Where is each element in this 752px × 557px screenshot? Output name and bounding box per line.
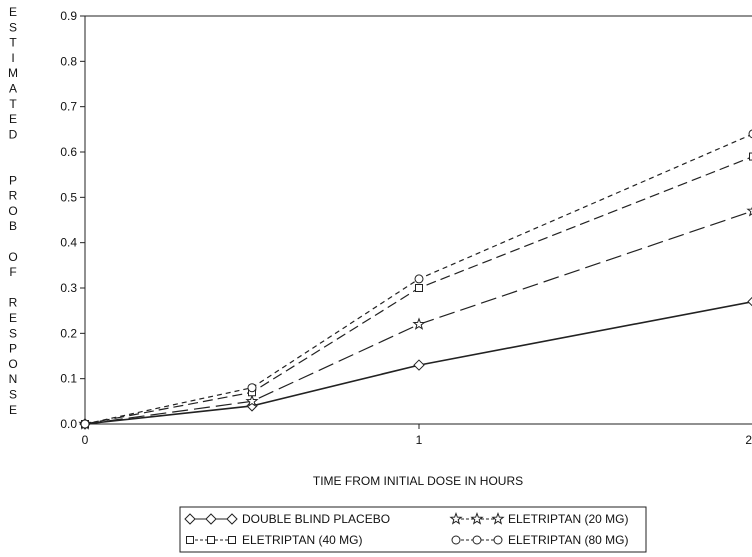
y-tick-label: 0.9 — [60, 9, 77, 23]
y-axis-title-letter: A — [9, 82, 17, 96]
legend-marker — [491, 512, 505, 525]
x-tick-label: 2 — [745, 433, 752, 447]
y-axis-title-letter: E — [9, 403, 17, 417]
data-point — [749, 152, 752, 161]
data-point — [412, 317, 426, 330]
x-axis: 0 1 2 — [82, 424, 752, 447]
data-point — [413, 359, 425, 371]
series-layer — [78, 129, 752, 430]
y-axis-title-letter: E — [9, 5, 17, 19]
data-point — [746, 206, 752, 217]
y-tick-label: 0.2 — [60, 326, 77, 340]
y-axis-title-letter: D — [9, 127, 18, 141]
legend-item: ELETRIPTAN (40 MG) — [186, 533, 362, 547]
y-axis-title-letter: P — [9, 342, 17, 356]
x-tick-label: 0 — [82, 433, 89, 447]
y-tick-label: 0.4 — [60, 236, 77, 250]
legend-marker — [226, 513, 238, 525]
y-axis-title-letter: S — [9, 326, 17, 340]
legend-marker — [472, 535, 482, 545]
y-axis-title-letter: T — [9, 97, 17, 111]
legend-marker — [449, 512, 463, 525]
series-star — [78, 206, 752, 430]
y-axis-title-letter: R — [9, 296, 18, 310]
series-circle — [80, 129, 752, 429]
legend-marker — [228, 536, 236, 544]
legend-label: ELETRIPTAN (80 MG) — [508, 533, 628, 547]
data-point — [748, 129, 752, 139]
y-tick-label: 0.0 — [60, 417, 77, 431]
legend-marker — [186, 536, 194, 544]
y-axis-title-letter: T — [9, 36, 17, 50]
y-axis-title-letter: F — [9, 265, 16, 279]
series-diamond — [79, 296, 752, 430]
series-line — [84, 300, 752, 425]
x-axis-title: TIME FROM INITIAL DOSE IN HOURS — [313, 474, 523, 488]
legend-box — [179, 506, 647, 553]
legend-marker — [493, 535, 503, 545]
y-axis-title-letter: B — [9, 219, 17, 233]
y-axis-title-letter: O — [8, 250, 17, 264]
legend-marker — [184, 513, 196, 525]
x-tick-label: 1 — [416, 433, 423, 447]
series-line — [84, 156, 752, 425]
y-axis-title-letter: N — [9, 372, 18, 386]
y-tick-label: 0.8 — [60, 54, 77, 68]
y-axis-title-letter: R — [9, 189, 18, 203]
series-square — [81, 152, 752, 428]
y-axis: 0.0 0.1 0.2 0.3 0.4 0.5 0.6 0.7 0.8 0.9 — [60, 9, 85, 431]
legend-label: ELETRIPTAN (20 MG) — [508, 512, 628, 526]
data-point — [415, 284, 423, 292]
data-point — [247, 383, 257, 393]
legend-item: ELETRIPTAN (20 MG) — [449, 512, 628, 526]
legend-marker — [470, 512, 484, 525]
y-axis-title-letter: E — [9, 112, 17, 126]
y-tick-label: 0.7 — [60, 100, 77, 114]
data-point — [245, 394, 259, 407]
y-tick-label: 0.5 — [60, 190, 77, 204]
data-point — [80, 419, 90, 429]
y-tick-label: 0.1 — [60, 372, 77, 386]
legend: DOUBLE BLIND PLACEBO ELETRIPTAN (20 MG) EL… — [179, 506, 647, 553]
y-tick-label: 0.3 — [60, 281, 77, 295]
y-axis-title-letter: E — [9, 311, 17, 325]
y-axis-title-letter: P — [9, 173, 17, 187]
y-axis-title-letter: I — [11, 51, 14, 65]
legend-item: ELETRIPTAN (80 MG) — [451, 533, 628, 547]
y-axis-title-letter: S — [9, 20, 17, 34]
legend-item: DOUBLE BLIND PLACEBO — [184, 512, 390, 526]
series-line — [84, 210, 752, 425]
y-axis-title-letter: S — [9, 388, 17, 402]
legend-label: DOUBLE BLIND PLACEBO — [242, 512, 390, 526]
y-tick-label: 0.6 — [60, 145, 77, 159]
data-point — [414, 274, 424, 284]
y-axis-title-letter: M — [8, 66, 18, 80]
y-axis-title-letter: O — [8, 204, 17, 218]
legend-label: ELETRIPTAN (40 MG) — [242, 533, 362, 547]
legend-marker — [207, 536, 215, 544]
y-axis-title-letter: O — [8, 357, 17, 371]
legend-marker — [205, 513, 217, 525]
series-line — [84, 133, 752, 425]
legend-marker — [451, 535, 461, 545]
data-point — [747, 296, 752, 307]
